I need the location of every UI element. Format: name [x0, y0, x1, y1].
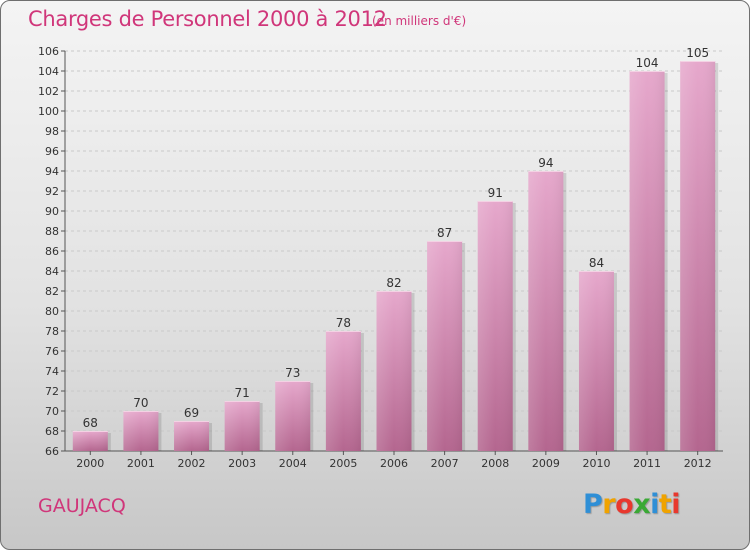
y-tick-label: 86 [45, 245, 59, 258]
x-tick-label: 2004 [279, 457, 307, 470]
y-tick-label: 106 [38, 45, 59, 58]
bar-highlight [275, 381, 311, 451]
value-label: 104 [636, 56, 659, 70]
value-label: 68 [83, 416, 98, 430]
logo-letter: t [658, 489, 672, 520]
x-tick-label: 2006 [380, 457, 408, 470]
y-tick-label: 82 [45, 285, 59, 298]
y-tick-label: 66 [45, 445, 59, 458]
axis-layer: 66 68 70 72 74 76 78 80 82 84 86 88 90 92 94 96 98 100 102… [38, 45, 723, 470]
logo-letter: r [602, 489, 616, 520]
y-tick-label: 92 [45, 185, 59, 198]
x-tick-label: 2007 [431, 457, 459, 470]
y-tick-label: 68 [45, 425, 59, 438]
y-tick-label: 76 [45, 345, 59, 358]
logo-letter: P [583, 489, 603, 520]
bar-highlight [72, 431, 108, 451]
bar-highlight [578, 271, 614, 451]
y-tick-label: 90 [45, 205, 59, 218]
label-layer: 68 70 69 71 73 78 82 87 91 94 84 104 105 [83, 46, 709, 430]
logo-letter: o [615, 489, 634, 520]
y-tick-label: 102 [38, 85, 59, 98]
bar-highlight [680, 61, 716, 451]
location-name: GAUJACQ [38, 495, 126, 517]
y-tick-label: 104 [38, 65, 59, 78]
x-tick-label: 2012 [684, 457, 712, 470]
value-label: 70 [133, 396, 148, 410]
x-tick-label: 2010 [582, 457, 610, 470]
x-tick-label: 2008 [481, 457, 509, 470]
bar-highlight [376, 291, 412, 451]
y-tick-label: 96 [45, 145, 59, 158]
bar-highlight [224, 401, 260, 451]
logo-letter: x [633, 489, 651, 520]
x-tick-label: 2000 [76, 457, 104, 470]
value-label: 73 [285, 366, 300, 380]
value-label: 84 [589, 256, 604, 270]
y-tick-label: 94 [45, 165, 59, 178]
proxiti-logo[interactable]: Proxiti [583, 489, 681, 520]
bar-highlight [174, 421, 210, 451]
logo-letter: i [650, 489, 659, 520]
chart-subtitle: (en milliers d'€) [372, 14, 467, 28]
bar-highlight [123, 411, 159, 451]
bar-highlight [528, 171, 564, 451]
value-label: 78 [336, 316, 351, 330]
value-label: 87 [437, 226, 452, 240]
x-tick-label: 2005 [329, 457, 357, 470]
y-tick-label: 80 [45, 305, 59, 318]
value-label: 71 [235, 386, 250, 400]
logo-letter: i [671, 489, 681, 520]
value-label: 94 [538, 156, 553, 170]
bar-layer [72, 61, 719, 451]
bar-highlight [477, 201, 513, 451]
y-tick-label: 78 [45, 325, 59, 338]
value-label: 105 [686, 46, 709, 60]
bar-highlight [427, 241, 463, 451]
x-tick-label: 2003 [228, 457, 256, 470]
x-tick-label: 2001 [127, 457, 155, 470]
y-tick-label: 98 [45, 125, 59, 138]
chart-title: Charges de Personnel 2000 à 2012 [28, 7, 387, 31]
bar-highlight [629, 71, 665, 451]
x-tick-label: 2002 [178, 457, 206, 470]
x-tick-label: 2011 [633, 457, 661, 470]
y-tick-label: 70 [45, 405, 59, 418]
y-tick-label: 74 [45, 365, 59, 378]
value-label: 82 [386, 276, 401, 290]
bar-highlight [325, 331, 361, 451]
y-tick-label: 100 [38, 105, 59, 118]
value-label: 69 [184, 406, 199, 420]
y-tick-label: 84 [45, 265, 59, 278]
value-label: 91 [488, 186, 503, 200]
y-tick-label: 88 [45, 225, 59, 238]
y-tick-label: 72 [45, 385, 59, 398]
x-tick-label: 2009 [532, 457, 560, 470]
